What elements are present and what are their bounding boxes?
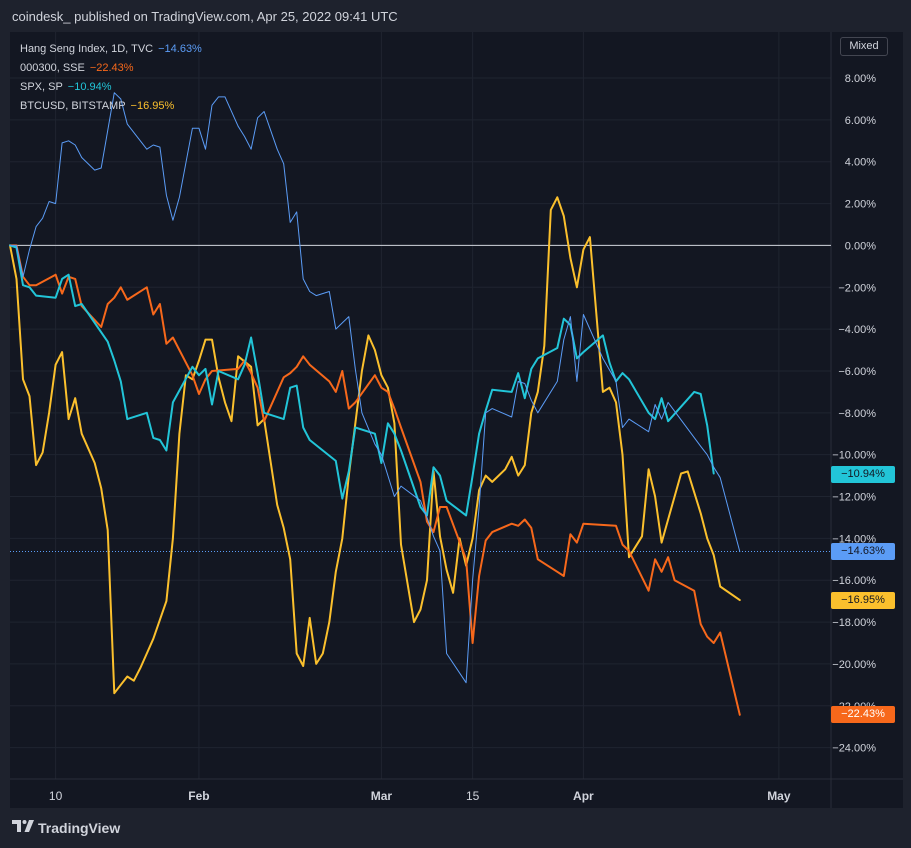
series-line-3 <box>9 196 741 695</box>
x-tick-label: 15 <box>466 789 480 803</box>
y-tick-label: −8.00% <box>838 408 876 420</box>
legend-label: SPX, SP <box>20 81 63 93</box>
legend-label: 000300, SSE <box>20 62 85 74</box>
x-tick-label: Apr <box>573 789 594 803</box>
y-tick-label: −18.00% <box>832 617 876 629</box>
y-tick-label: 8.00% <box>845 73 876 85</box>
price-tag: −22.43% <box>831 706 895 724</box>
series-line-1 <box>9 244 741 716</box>
x-tick-label: May <box>767 789 791 803</box>
y-tick-label: −12.00% <box>832 492 876 504</box>
y-tick-label: −20.00% <box>832 659 876 671</box>
tradingview-logo-icon <box>12 820 34 834</box>
legend-value: −22.43% <box>89 62 134 74</box>
price-tag: −10.94% <box>831 465 895 483</box>
series-line-2 <box>9 244 715 517</box>
y-tick-label: −2.00% <box>838 282 876 294</box>
legend-entry-hsi[interactable]: Hang Seng Index, 1D, TVC −14.63% <box>20 40 202 59</box>
scale-mode-button[interactable]: Mixed <box>840 37 888 56</box>
legend-entry-btc[interactable]: BTCUSD, BITSTAMP −16.95% <box>20 97 202 116</box>
y-tick-label: 6.00% <box>845 115 876 127</box>
y-tick-label: 0.00% <box>845 240 876 252</box>
tradingview-brand[interactable]: TradingView <box>12 820 120 836</box>
y-tick-label: 2.00% <box>845 199 876 211</box>
series-line-0 <box>9 92 741 684</box>
y-tick-label: −14.00% <box>832 533 876 545</box>
legend-value: −10.94% <box>67 81 112 93</box>
legend-value: −14.63% <box>158 43 202 55</box>
footer-bar <box>0 808 911 848</box>
price-tag: −14.63% <box>831 543 895 561</box>
legend-entry-sse[interactable]: 000300, SSE −22.43% <box>20 59 202 78</box>
legend-label: BTCUSD, BITSTAMP <box>20 100 126 112</box>
y-tick-label: −16.00% <box>832 575 876 587</box>
header-bar: coindesk_ published on TradingView.com, … <box>0 0 911 32</box>
y-tick-label: −4.00% <box>838 324 876 336</box>
publisher-info: coindesk_ published on TradingView.com, … <box>12 9 398 24</box>
y-tick-label: −10.00% <box>832 450 876 462</box>
y-tick-label: −6.00% <box>838 366 876 378</box>
y-tick-label: 4.00% <box>845 157 876 169</box>
chart-legend: Hang Seng Index, 1D, TVC −14.63% 000300, … <box>20 40 202 116</box>
legend-value: −16.95% <box>130 100 175 112</box>
y-tick-label: −24.00% <box>832 743 876 755</box>
x-tick-label: Feb <box>188 789 209 803</box>
price-tag: −16.95% <box>831 591 895 609</box>
legend-entry-spx[interactable]: SPX, SP −10.94% <box>20 78 202 97</box>
x-tick-label: Mar <box>371 789 393 803</box>
footer-brand-label: TradingView <box>38 820 121 836</box>
legend-label: Hang Seng Index, 1D, TVC <box>20 43 154 55</box>
x-tick-label: 10 <box>49 789 63 803</box>
